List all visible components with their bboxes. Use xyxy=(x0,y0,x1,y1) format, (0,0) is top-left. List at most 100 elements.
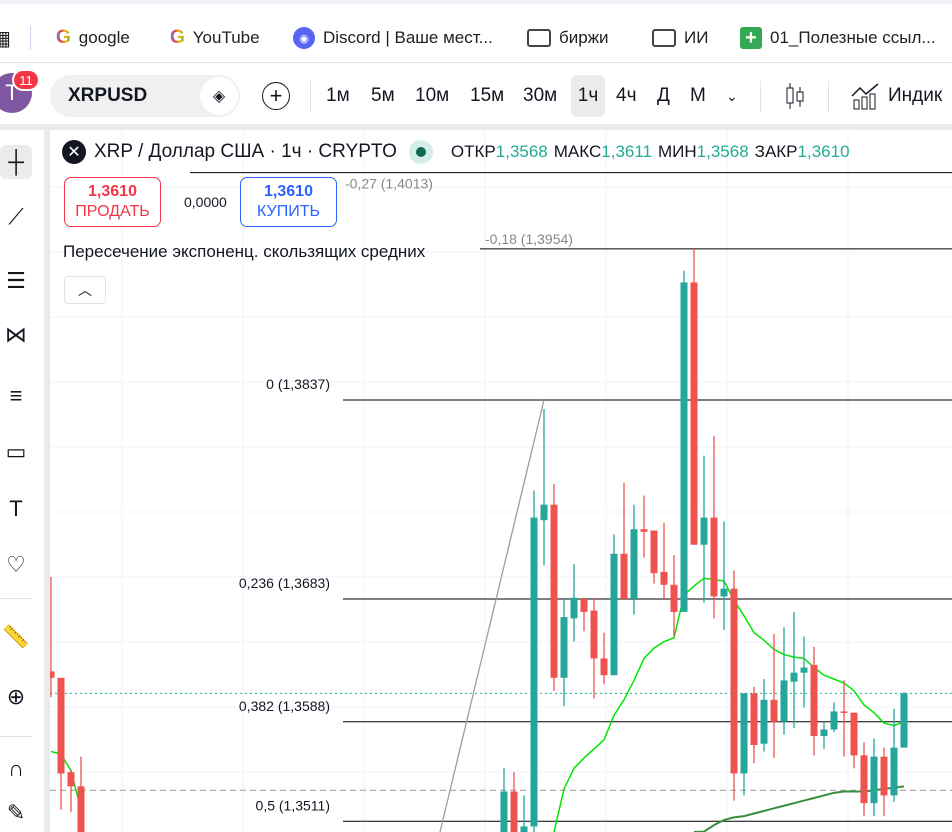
candle xyxy=(680,282,688,612)
fib-level-label: -0,27 (1,4013) xyxy=(345,176,433,192)
candle xyxy=(830,711,838,730)
candle xyxy=(630,529,638,599)
fib-level-label: 0,236 (1,3683) xyxy=(239,575,330,591)
sell-price: 1,3610 xyxy=(88,183,137,200)
candle xyxy=(570,597,578,619)
trend-line xyxy=(439,399,545,832)
chart-toolbar: T 11 XRPUSD ◈ + 1м 5м 10м 15м 30м 1ч 4ч Д… xyxy=(0,62,952,124)
candle xyxy=(840,711,848,713)
fib-level-label: -0,18 (1,3954) xyxy=(485,231,573,247)
timeframe-30m[interactable]: 30м xyxy=(523,85,558,106)
timeframe-1m[interactable]: 1м xyxy=(326,85,350,106)
indicator-legend[interactable]: Пересечение экспоненц. скользящих средни… xyxy=(63,242,426,261)
candle xyxy=(620,553,628,599)
candle xyxy=(590,610,598,659)
candle xyxy=(730,588,738,774)
drawing-toolbar: ┼ ⟋ ☰ ⋈ ≡ ▭ T ♡ 📏 ⊕ ∩ ✎ xyxy=(0,130,44,832)
timeframe-5m[interactable]: 5м xyxy=(371,85,395,106)
sell-label: ПРОДАТЬ xyxy=(75,203,150,220)
forecast-icon[interactable]: ≡ xyxy=(9,383,23,408)
compare-symbol-button[interactable]: + xyxy=(262,82,290,110)
pencil-icon[interactable]: ✎ xyxy=(6,800,26,825)
collapse-legend-button[interactable]: ︿ xyxy=(64,276,106,304)
candle xyxy=(560,617,568,678)
apps-icon[interactable]: ▦ xyxy=(0,27,11,50)
candle xyxy=(77,786,85,832)
open-label: ОТКР xyxy=(450,142,496,161)
candles-chart-type-icon[interactable] xyxy=(780,75,810,117)
sell-button[interactable]: 1,3610 ПРОДАТЬ xyxy=(64,177,161,227)
chevron-down-icon[interactable]: ⌄ xyxy=(726,87,738,104)
heart-icon[interactable]: ♡ xyxy=(6,552,26,577)
zoom-in-icon[interactable]: ⊕ xyxy=(6,684,26,709)
candle xyxy=(690,282,698,545)
candle xyxy=(580,598,588,612)
candle xyxy=(520,826,528,832)
bookmark-youtube[interactable]: G YouTube xyxy=(170,24,260,52)
candle xyxy=(810,664,818,736)
timeframe-4h[interactable]: 4ч xyxy=(616,85,637,106)
bookmark-label: ИИ xyxy=(684,28,709,47)
crosshair-icon[interactable]: ┼ xyxy=(0,145,32,179)
market-status-icon xyxy=(408,140,433,164)
xrp-logo-icon: ✕ xyxy=(62,140,86,164)
buy-label: КУПИТЬ xyxy=(257,203,320,220)
bookmark-useful-links[interactable]: +01_Полезные ссыл... xyxy=(740,24,936,52)
candle xyxy=(700,517,708,545)
notification-badge: 11 xyxy=(12,69,40,91)
trend-line-icon[interactable]: ⟋ xyxy=(8,204,24,229)
symbol-search[interactable]: XRPUSD ◈ xyxy=(50,75,240,117)
ema-fast-line xyxy=(553,577,905,832)
bookmark-discord[interactable]: ◉ Discord | Ваше мест... xyxy=(293,24,493,52)
candle xyxy=(900,693,908,748)
bookmark-folder-ii[interactable]: ИИ xyxy=(652,24,708,52)
candle xyxy=(640,529,648,532)
ruler-icon[interactable]: 📏 xyxy=(2,624,30,649)
close-value: 1,3610 xyxy=(797,142,850,161)
rectangle-icon[interactable]: ▭ xyxy=(5,439,27,464)
candle xyxy=(670,584,678,612)
high-label: МАКС xyxy=(553,142,602,161)
folder-icon xyxy=(652,29,676,47)
timeframe-month[interactable]: М xyxy=(690,85,706,106)
divider xyxy=(0,598,32,599)
magnet-icon[interactable]: ∩ xyxy=(8,756,24,781)
pattern-icon[interactable]: ⋈ xyxy=(5,322,27,347)
bookmark-label: YouTube xyxy=(192,28,260,47)
price-chart[interactable]: -0,27 (1,4013) -0,18 (1,3954) 0 (1,3837) 0,… xyxy=(50,130,952,832)
indicators-button[interactable]: Индик xyxy=(846,75,946,117)
candle xyxy=(720,588,728,597)
candle xyxy=(57,677,65,774)
candle xyxy=(67,772,75,787)
timeframe-15m[interactable]: 15м xyxy=(470,85,505,106)
symbol-title[interactable]: XRP / Доллар США · 1ч · CRYPTO xyxy=(94,141,397,162)
candle xyxy=(760,699,768,744)
timeframe-10m[interactable]: 10м xyxy=(415,85,450,106)
buy-price: 1,3610 xyxy=(264,183,313,200)
symbol-legend: ✕ XRP / Доллар США · 1ч · CRYPTO ОТКР 1,3… xyxy=(62,140,850,164)
chart-canvas[interactable]: -0,27 (1,4013) -0,18 (1,3954) 0 (1,3837) 0,… xyxy=(50,130,952,832)
candle xyxy=(800,667,808,673)
divider xyxy=(30,26,31,50)
candle xyxy=(820,729,828,736)
open-value: 1,3568 xyxy=(495,142,548,161)
bookmark-folder-birzhi[interactable]: биржи xyxy=(527,24,609,52)
candle xyxy=(650,530,658,574)
symbol-name: XRPUSD xyxy=(68,85,148,106)
text-icon[interactable]: T xyxy=(9,496,23,521)
ema-slow-line xyxy=(693,785,905,832)
fib-retracement-icon[interactable]: ☰ xyxy=(6,268,26,293)
divider xyxy=(828,81,829,113)
sheets-icon: + xyxy=(740,27,762,49)
divider xyxy=(310,81,311,113)
buy-button[interactable]: 1,3610 КУПИТЬ xyxy=(240,177,337,227)
candle xyxy=(540,504,548,521)
candle xyxy=(600,658,608,676)
timeframe-day[interactable]: Д xyxy=(657,85,670,106)
candle xyxy=(740,693,748,774)
divider xyxy=(44,130,50,832)
timeframe-1h[interactable]: 1ч xyxy=(571,75,605,117)
diamond-icon[interactable]: ◈ xyxy=(200,77,238,115)
